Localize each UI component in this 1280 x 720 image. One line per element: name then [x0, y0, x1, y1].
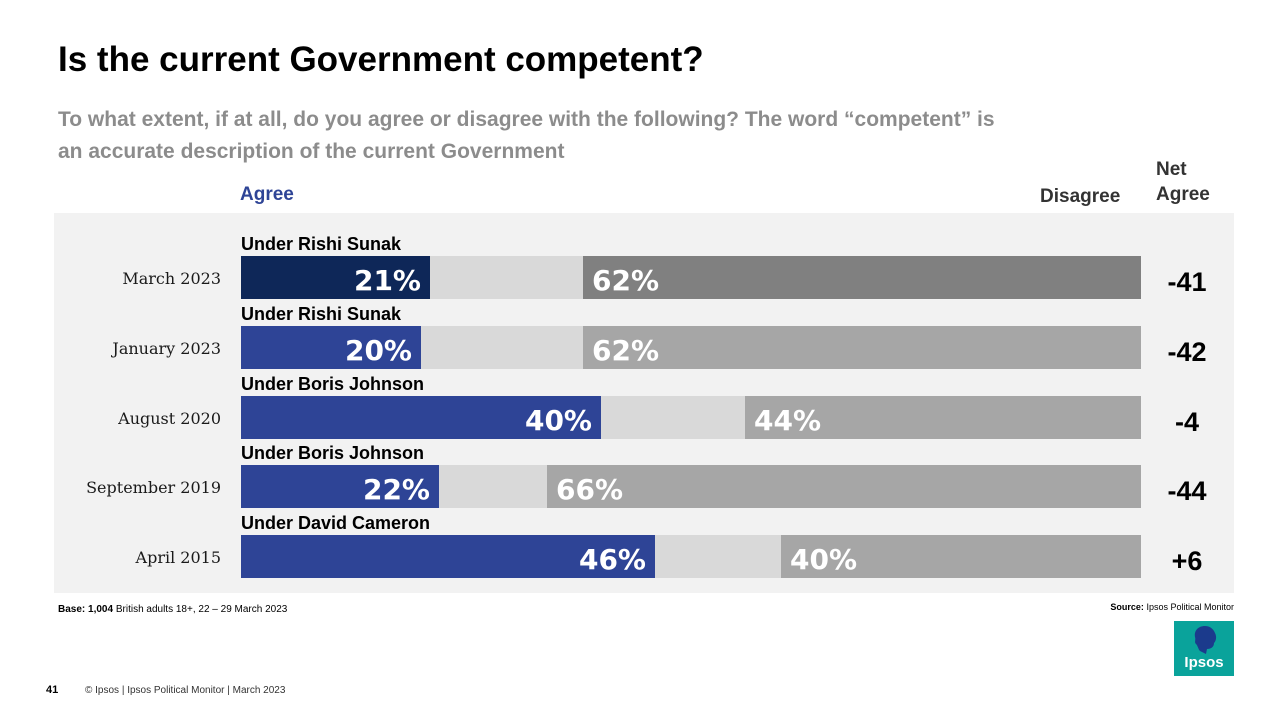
agree-bar: [241, 535, 655, 578]
disagree-bar: [547, 465, 1141, 508]
agree-bar: [241, 256, 430, 299]
base-count: 1,004: [88, 604, 114, 615]
agree-bar: [241, 465, 439, 508]
category-label: January 2023: [110, 339, 221, 358]
base-note: Base: 1,004 British adults 18+, 22 – 29 …: [58, 604, 287, 615]
agree-bar: [241, 326, 421, 369]
category-label: April 2015: [135, 548, 221, 567]
agree-value-label: 40%: [525, 404, 592, 437]
disagree-value-label: 44%: [754, 404, 821, 437]
disagree-bar: [583, 256, 1141, 299]
logo-text: Ipsos: [1184, 654, 1224, 671]
disagree-value-label: 62%: [592, 264, 659, 297]
disagree-value-label: 66%: [556, 473, 623, 506]
leader-label: Under Boris Johnson: [241, 443, 424, 463]
agree-bar: [241, 396, 601, 439]
disagree-bar: [583, 326, 1141, 369]
head-silhouette-icon: [1194, 626, 1217, 654]
page-number: 41: [46, 684, 59, 696]
category-label: September 2019: [86, 478, 221, 497]
copyright: © Ipsos | Ipsos Political Monitor | Marc…: [85, 685, 286, 696]
net-agree-value: -42: [1167, 337, 1206, 367]
agree-value-label: 22%: [363, 473, 430, 506]
net-agree-value: -41: [1167, 267, 1206, 297]
leader-label: Under Rishi Sunak: [241, 234, 402, 254]
leader-label: Under David Cameron: [241, 513, 430, 533]
net-agree-value: +6: [1172, 546, 1203, 576]
base-label: Base:: [58, 604, 86, 615]
category-label: March 2023: [122, 269, 221, 288]
page-title: Is the current Government competent?: [58, 40, 704, 79]
category-label: August 2020: [117, 409, 221, 428]
source-text: Ipsos Political Monitor: [1146, 602, 1234, 612]
disagree-value-label: 40%: [790, 543, 857, 576]
disagree-bar: [745, 396, 1141, 439]
leader-label: Under Boris Johnson: [241, 374, 424, 394]
net-agree-value: -44: [1167, 476, 1206, 506]
source-note: Source: Ipsos Political Monitor: [1110, 602, 1234, 612]
net-agree-header-line1: Net: [1156, 159, 1187, 180]
agree-value-label: 46%: [579, 543, 646, 576]
disagree-header: Disagree: [1040, 186, 1121, 207]
disagree-bar: [781, 535, 1141, 578]
leader-label: Under Rishi Sunak: [241, 304, 402, 324]
ipsos-logo: Ipsos: [1174, 621, 1234, 676]
agree-header: Agree: [240, 184, 294, 205]
net-agree-header: Net Agree: [1156, 157, 1210, 207]
net-agree-value: -4: [1175, 407, 1199, 437]
source-label: Source:: [1110, 602, 1144, 612]
disagree-value-label: 62%: [592, 334, 659, 367]
question-text: To what extent, if at all, do you agree …: [58, 108, 995, 163]
base-text: British adults 18+, 22 – 29 March 2023: [115, 604, 288, 615]
net-agree-header-line2: Agree: [1156, 184, 1210, 205]
agree-value-label: 20%: [345, 334, 412, 367]
agree-value-label: 21%: [354, 264, 421, 297]
